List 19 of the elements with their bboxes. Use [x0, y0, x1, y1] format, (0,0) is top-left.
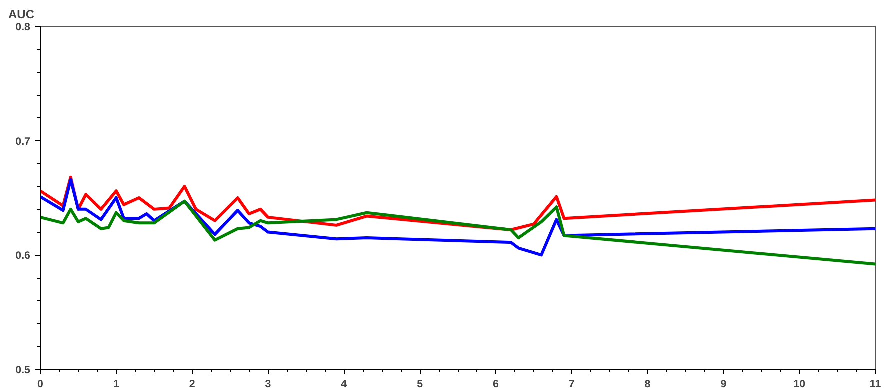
y-tick-label: 0.7 — [16, 136, 31, 148]
y-tick-label: 0.5 — [16, 364, 31, 376]
x-tick-label: 9 — [720, 378, 727, 390]
x-tick-label: 6 — [492, 378, 499, 390]
x-tick-label: 7 — [568, 378, 575, 390]
x-tick-label: 11 — [870, 378, 882, 390]
x-tick-label: 8 — [644, 378, 651, 390]
x-tick-label: 2 — [189, 378, 196, 390]
x-tick-label: 3 — [265, 378, 272, 390]
y-axis-title: AUC — [8, 8, 35, 22]
y-tick-label: 0.8 — [16, 22, 31, 34]
x-tick-label: 0 — [38, 378, 44, 390]
line-series — [40, 200, 876, 266]
x-tick-label: 5 — [417, 378, 424, 390]
x-tick-label: 4 — [341, 378, 348, 390]
x-tick-label: 1 — [113, 378, 120, 390]
y-tick-label: 0.6 — [16, 250, 31, 262]
x-tick-label: 10 — [794, 378, 806, 390]
line-series — [40, 178, 876, 257]
